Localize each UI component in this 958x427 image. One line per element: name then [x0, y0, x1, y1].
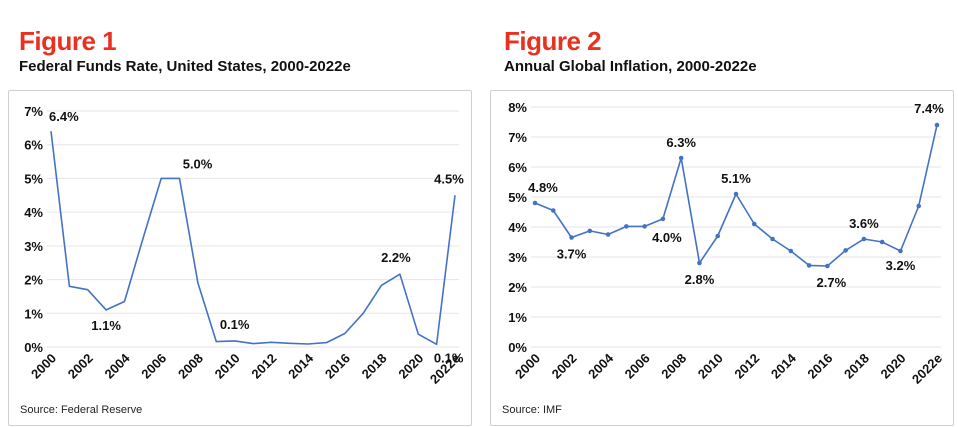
data-label: 4.8%	[528, 180, 558, 195]
figure-2-chart-panel: 0% 1% 2% 3% 4% 5% 6% 7% 8% 2000 2002 2004 2006 2008 20…	[490, 90, 954, 426]
y-tick-label: 6%	[508, 160, 527, 175]
figure-1-source: Source: Federal Reserve	[20, 404, 143, 416]
y-tick-label: 1%	[24, 306, 43, 321]
figure-2-label: Figure 2	[504, 26, 602, 56]
fed-funds-rate-chart: 0% 1% 2% 3% 4% 5% 6% 7% 2000 2002 2004 2006 2008 2010…	[24, 104, 464, 387]
data-point	[642, 224, 647, 229]
data-label: 5.0%	[183, 156, 213, 171]
data-point	[532, 200, 538, 206]
data-point	[697, 260, 702, 266]
x-tick-label: 2006	[622, 351, 653, 382]
data-label: 4.5%	[434, 171, 464, 186]
x-tick-label: 2014	[768, 350, 800, 382]
x-tick-label: 2010	[695, 351, 726, 382]
data-point	[806, 263, 812, 268]
x-tick-label: 2010	[212, 351, 243, 382]
x-tick-label: 2022e	[909, 351, 945, 387]
data-label: 0.1%	[220, 317, 250, 332]
data-label: 5.1%	[721, 171, 751, 186]
data-point	[825, 263, 830, 269]
y-tick-label: 4%	[24, 205, 43, 220]
figure-1-label: Figure 1	[19, 26, 117, 56]
data-point	[624, 224, 629, 229]
data-label: 7.4%	[914, 101, 944, 116]
y-tick-label: 4%	[508, 220, 527, 235]
x-tick-label: 2002	[65, 351, 96, 382]
data-point	[569, 235, 574, 240]
data-label: 3.2%	[886, 258, 916, 273]
x-tick-label: 2018	[359, 351, 390, 382]
data-label: 0.1%	[434, 350, 464, 365]
x-tick-label: 2002	[549, 351, 580, 382]
series-line	[50, 131, 456, 346]
data-point	[678, 155, 684, 161]
data-point	[550, 208, 556, 213]
data-point	[733, 191, 739, 197]
y-tick-label: 2%	[508, 280, 527, 295]
x-tick-label: 2008	[658, 351, 689, 382]
figure-1-subtitle: Federal Funds Rate, United States, 2000-…	[19, 58, 351, 75]
x-tick-label: 2004	[585, 350, 617, 382]
figure-2-subtitle: Annual Global Inflation, 2000-2022e	[504, 58, 757, 75]
data-label: 2.8%	[685, 272, 715, 287]
data-label: 4.0%	[652, 230, 682, 245]
y-tick-label: 3%	[24, 239, 43, 254]
data-point	[861, 236, 867, 242]
data-label: 2.2%	[381, 250, 411, 265]
x-tick-label: 2008	[175, 351, 206, 382]
x-tick-label: 2012	[731, 351, 762, 382]
x-tick-label: 2018	[841, 351, 872, 382]
data-point	[605, 232, 611, 237]
data-point	[934, 122, 940, 128]
data-label: 1.1%	[91, 318, 121, 333]
data-point	[660, 216, 666, 222]
y-tick-label: 0%	[24, 340, 43, 355]
x-tick-label: 2016	[804, 351, 835, 382]
data-point	[916, 203, 922, 209]
figure-2-source: Source: IMF	[502, 404, 562, 416]
y-tick-label: 1%	[508, 310, 527, 325]
data-point	[843, 248, 848, 253]
x-tick-label: 2020	[878, 351, 909, 382]
y-tick-label: 7%	[508, 130, 527, 145]
x-tick-label: 2000	[512, 351, 543, 382]
data-label: 3.6%	[849, 216, 879, 231]
x-tick-label: 2012	[248, 351, 279, 382]
data-point	[715, 233, 721, 239]
data-point	[898, 248, 903, 254]
data-label: 6.3%	[666, 135, 696, 150]
y-tick-label: 5%	[508, 190, 527, 205]
x-tick-label: 2000	[28, 351, 59, 382]
data-label: 3.7%	[557, 247, 587, 262]
data-point	[770, 236, 775, 242]
figure-1-chart-panel: 0% 1% 2% 3% 4% 5% 6% 7% 2000 2002 2004 2006 2008 2010…	[8, 90, 472, 426]
x-tick-label: 2006	[138, 351, 169, 382]
data-point	[587, 228, 593, 234]
y-tick-label: 0%	[508, 340, 527, 355]
global-inflation-chart: 0%1%2%3%4%5%6%7%8%2000 2002 2004 2006 2008 20…	[508, 100, 945, 387]
data-point	[879, 239, 885, 245]
y-tick-label: 8%	[508, 100, 527, 115]
x-tick-label: 2004	[102, 350, 134, 382]
y-tick-label: 3%	[508, 250, 527, 265]
data-label: 6.4%	[49, 109, 79, 124]
x-tick-label: 2016	[322, 351, 353, 382]
data-point	[788, 248, 794, 254]
y-tick-label: 5%	[24, 171, 43, 186]
data-point	[751, 221, 757, 227]
y-tick-label: 2%	[24, 273, 43, 288]
data-label: 2.7%	[817, 275, 847, 290]
y-tick-label: 7%	[24, 104, 43, 119]
x-tick-label: 2014	[285, 350, 317, 382]
y-tick-label: 6%	[24, 138, 43, 153]
x-tick-label: 2020	[395, 351, 426, 382]
